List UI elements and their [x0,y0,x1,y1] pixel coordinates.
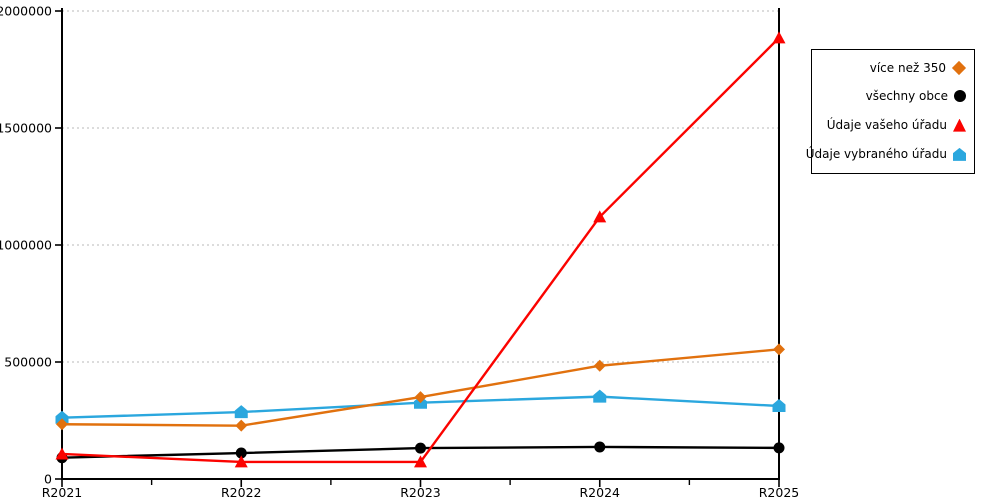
legend-label: Údaje vybraného úřadu [805,147,947,162]
legend-item: Údaje vybraného úřadu [806,147,974,161]
x-tick-label: R2022 [221,485,262,500]
data-point-marker [594,441,606,453]
y-tick-label: 1500000 [0,121,52,136]
triangle-marker-icon [953,118,966,132]
x-tick-label: R2025 [759,485,800,500]
data-point-marker [234,405,248,419]
data-point-marker [55,447,69,460]
data-point-marker [415,442,426,454]
x-tick-label: R2023 [400,485,441,500]
data-point-marker [772,398,786,412]
data-point-marker [56,418,68,431]
x-tick-label: R2021 [42,485,83,500]
data-point-marker [593,359,606,372]
data-point-marker [414,391,427,404]
legend-box: více než 350 všechny obce Údaje vašeho ú… [806,49,975,174]
legend-label: všechny obce [865,89,948,104]
circle-marker-icon [954,90,966,103]
data-point-marker [593,389,607,403]
data-point-marker [234,455,248,468]
data-point-marker [235,419,248,432]
legend-item: více než 350 [812,61,974,76]
y-tick-label: 0 [44,472,52,487]
data-point-marker [773,343,785,356]
data-point-marker [593,210,607,223]
y-tick-label: 1000000 [0,238,52,253]
data-point-marker [235,447,247,459]
legend-label: Údaje vašeho úřadu [826,118,947,133]
legend-label: více než 350 [869,61,946,76]
legend-item: Údaje vašeho úřadu [812,118,974,133]
pentagon-marker-icon [953,147,966,161]
data-point-marker [773,442,785,454]
y-tick-label: 2000000 [0,4,52,19]
legend-item: všechny obce [812,89,974,104]
diamond-marker-icon [951,61,967,76]
x-tick-label: R2024 [580,485,621,500]
data-point-marker [772,31,786,44]
data-point-marker [55,410,69,424]
y-tick-label: 500000 [4,355,52,370]
data-point-marker [414,455,427,468]
